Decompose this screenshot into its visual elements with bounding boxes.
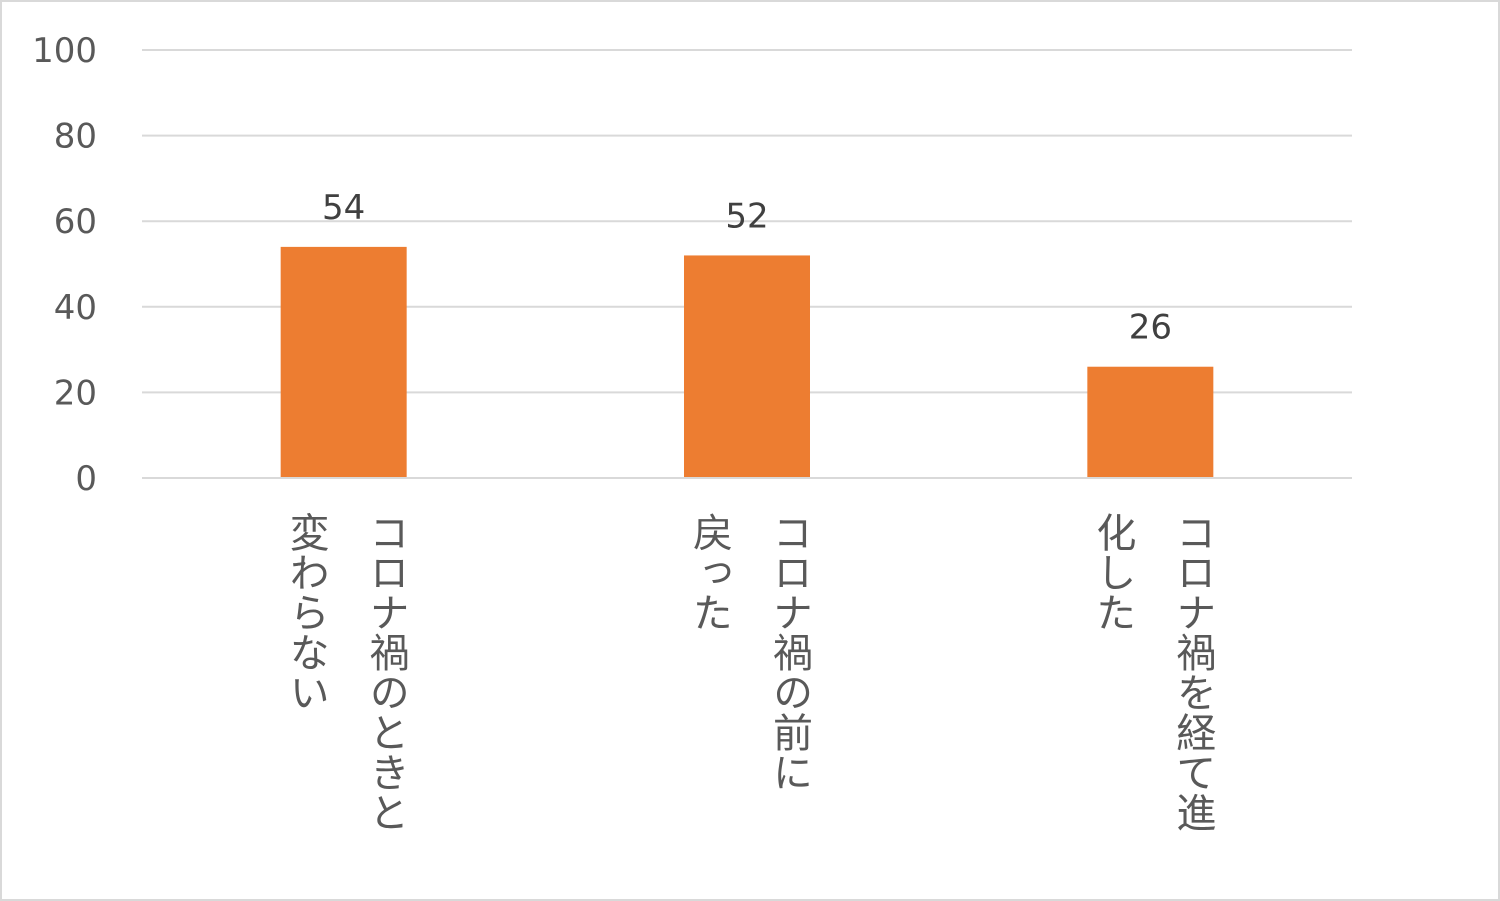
bar xyxy=(1087,366,1214,478)
bars xyxy=(280,246,1214,478)
data-label: 54 xyxy=(322,188,365,228)
y-tick-label: 20 xyxy=(54,373,97,413)
y-axis-ticks: 0 20 40 60 80 100 xyxy=(32,31,97,499)
category-label: 化した xyxy=(1089,512,1135,632)
data-labels: 54 52 26 xyxy=(322,188,1172,348)
y-tick-label: 40 xyxy=(54,288,97,328)
category-label: 変わらない xyxy=(283,512,329,712)
category-label: コロナ禍のときと xyxy=(363,512,409,832)
data-label: 52 xyxy=(725,196,768,236)
y-tick-label: 100 xyxy=(32,31,97,71)
y-tick-label: 60 xyxy=(54,202,97,242)
category-label: コロナ禍の前に xyxy=(766,512,812,792)
y-tick-label: 80 xyxy=(54,117,97,157)
bar xyxy=(280,246,407,478)
bar xyxy=(684,255,810,478)
y-tick-label: 0 xyxy=(75,459,97,499)
data-label: 26 xyxy=(1129,308,1172,348)
category-label: 戻った xyxy=(686,512,732,632)
category-label: コロナ禍を経て進 xyxy=(1169,512,1215,832)
